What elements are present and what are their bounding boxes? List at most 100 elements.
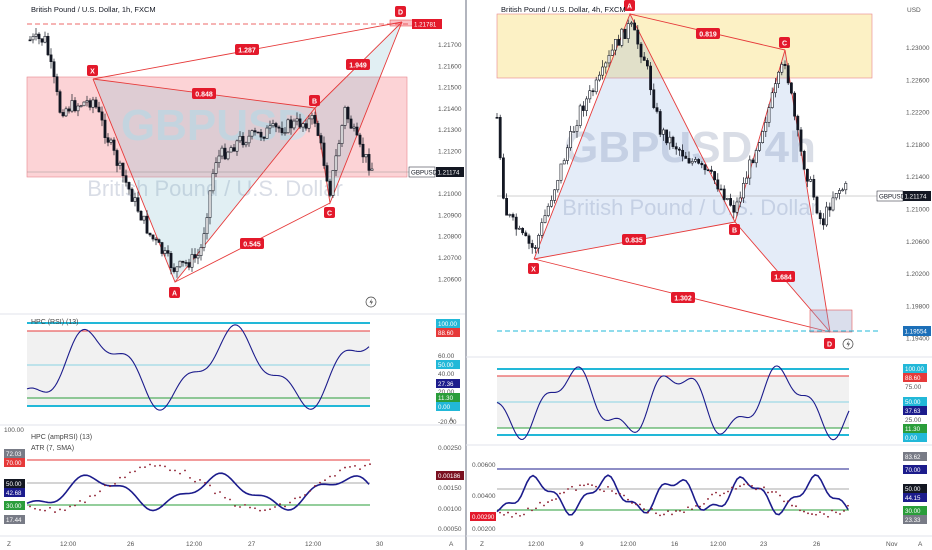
left-watermark: GBPUSD: [121, 101, 309, 150]
right-point-x: X: [528, 263, 539, 274]
left-z-button[interactable]: Z: [7, 541, 11, 548]
svg-text:40.00: 40.00: [438, 371, 455, 378]
right-amp-line: [496, 474, 849, 516]
left-atr-label: ATR (7, SMA): [31, 445, 74, 452]
svg-text:1.19400: 1.19400: [906, 336, 930, 343]
right-rsi-tags: 100.00 88.60 75.00 50.00 37.63 25.00 11.…: [903, 364, 927, 442]
right-yellow-zone: [496, 13, 873, 79]
left-point-c: C: [324, 207, 335, 218]
svg-text:GBPUSD: GBPUSD: [879, 194, 906, 201]
svg-text:1.949: 1.949: [349, 63, 367, 70]
right-pattern-xab: [534, 14, 735, 259]
left-time-axis[interactable]: 12:00 26 12:00 27 12:00 30: [60, 541, 384, 548]
svg-text:30: 30: [376, 541, 384, 548]
right-auto-button[interactable]: A: [918, 541, 923, 548]
right-point-b: B: [729, 224, 740, 235]
left-pane-auto[interactable]: A: [449, 417, 454, 424]
left-ratio-2: 0.848: [192, 88, 216, 99]
svg-text:1.19800: 1.19800: [906, 303, 930, 310]
left-rsi-tags: 100.00 88.60 60.00 50.00 40.00 27.36 20.…: [436, 319, 460, 426]
svg-text:1.21000: 1.21000: [906, 207, 930, 214]
svg-text:1.22600: 1.22600: [906, 77, 930, 84]
svg-text:0.00150: 0.00150: [438, 485, 462, 492]
left-price-tag-last: 1.21174: [436, 167, 464, 177]
right-price-tag-d: 1.19554: [903, 326, 931, 336]
svg-text:Nov: Nov: [886, 541, 898, 548]
left-chart-panel[interactable]: GBPUSD British Pound / U.S. Dollar 1.287…: [0, 5, 466, 548]
svg-text:26: 26: [127, 541, 135, 548]
left-atr-dots: [29, 463, 371, 513]
svg-text:37.63: 37.63: [905, 408, 921, 415]
right-ratio-2: 0.835: [622, 234, 646, 245]
right-amp-tags: 83.62 70.00 50.00 44.15 30.00 23.33: [903, 452, 927, 524]
right-atr-scale: 0.00600 0.00400 0.00290 0.00200: [470, 462, 496, 533]
svg-text:C: C: [782, 41, 787, 48]
svg-text:17.44: 17.44: [6, 517, 22, 524]
right-point-d: D: [824, 338, 835, 349]
svg-text:1.20900: 1.20900: [438, 212, 462, 219]
svg-text:1.20600: 1.20600: [906, 239, 930, 246]
svg-text:12:00: 12:00: [186, 541, 203, 548]
right-alert-icon[interactable]: [842, 338, 854, 350]
svg-text:50.00: 50.00: [905, 399, 921, 406]
left-point-x: X: [87, 65, 98, 76]
svg-text:0.00250: 0.00250: [438, 445, 462, 452]
svg-text:1.19554: 1.19554: [905, 329, 928, 336]
right-point-c: C: [779, 37, 790, 48]
svg-text:1.21600: 1.21600: [438, 63, 462, 70]
left-red-zone: [26, 76, 408, 178]
svg-text:1.21800: 1.21800: [906, 142, 930, 149]
svg-text:1.21300: 1.21300: [438, 127, 462, 134]
right-chart-panel[interactable]: GBPUSD 4h British Pound / U.S. Dollar 0.…: [466, 0, 932, 548]
left-atr-scale: 0.00250 0.00186 0.00150 0.00100 0.00050: [436, 445, 464, 533]
left-ratio-3: 1.949: [346, 59, 370, 70]
left-point-b: B: [309, 95, 320, 106]
left-rsi-band: [27, 331, 370, 407]
svg-text:X: X: [531, 267, 536, 274]
svg-text:70.00: 70.00: [905, 467, 921, 474]
svg-text:1.20200: 1.20200: [906, 271, 930, 278]
svg-text:GBPUSD: GBPUSD: [411, 170, 438, 177]
right-time-axis[interactable]: 12:00 9 12:00 16 12:00 23 26 Nov: [528, 541, 898, 548]
right-candles: [495, 19, 848, 254]
svg-text:42.68: 42.68: [6, 490, 22, 497]
svg-text:1.23000: 1.23000: [906, 45, 930, 52]
right-price-tag-last: 1.21174: [903, 191, 931, 201]
svg-text:B: B: [732, 228, 737, 235]
right-z-button[interactable]: Z: [480, 541, 484, 548]
svg-text:0.545: 0.545: [243, 242, 261, 249]
left-alert-icon[interactable]: [365, 296, 377, 308]
svg-text:1.20600: 1.20600: [438, 276, 462, 283]
svg-text:11.30: 11.30: [438, 395, 454, 402]
right-chart-title: British Pound / U.S. Dollar, 4h, FXCM: [501, 5, 626, 14]
left-auto-button[interactable]: A: [449, 541, 454, 548]
svg-text:0.00400: 0.00400: [472, 493, 496, 500]
svg-text:44.15: 44.15: [905, 495, 921, 502]
svg-text:50.00: 50.00: [905, 486, 921, 493]
left-ratio-1: 1.287: [235, 44, 259, 55]
svg-text:30.00: 30.00: [905, 508, 921, 515]
right-watermark: GBPUSD 4h: [564, 123, 816, 172]
svg-text:D: D: [398, 10, 403, 17]
left-rsi-label: HPC (RSI) (13): [31, 319, 78, 326]
right-pattern-bcd: [735, 50, 830, 332]
svg-text:X: X: [90, 69, 95, 76]
right-watermark-sub: British Pound / U.S. Dollar: [562, 195, 818, 220]
svg-text:1.21174: 1.21174: [905, 194, 927, 201]
svg-text:0.00290: 0.00290: [472, 514, 495, 521]
svg-text:1.20700: 1.20700: [438, 255, 462, 262]
left-rsi-line: [26, 324, 370, 411]
svg-text:1.684: 1.684: [774, 275, 792, 282]
left-pattern-xab: [93, 79, 315, 282]
right-price-scale[interactable]: 1.23000 1.22600 1.22200 1.21800 1.21400 1.210…: [906, 45, 930, 343]
svg-text:1.21700: 1.21700: [438, 42, 462, 49]
svg-text:60.00: 60.00: [438, 353, 455, 360]
right-currency-label[interactable]: USD: [907, 7, 921, 14]
svg-text:0.848: 0.848: [195, 92, 213, 99]
left-point-a: A: [169, 287, 180, 298]
svg-text:C: C: [327, 211, 332, 218]
svg-text:9: 9: [580, 541, 584, 548]
svg-text:1.21000: 1.21000: [438, 191, 462, 198]
svg-text:0.00200: 0.00200: [472, 526, 496, 533]
